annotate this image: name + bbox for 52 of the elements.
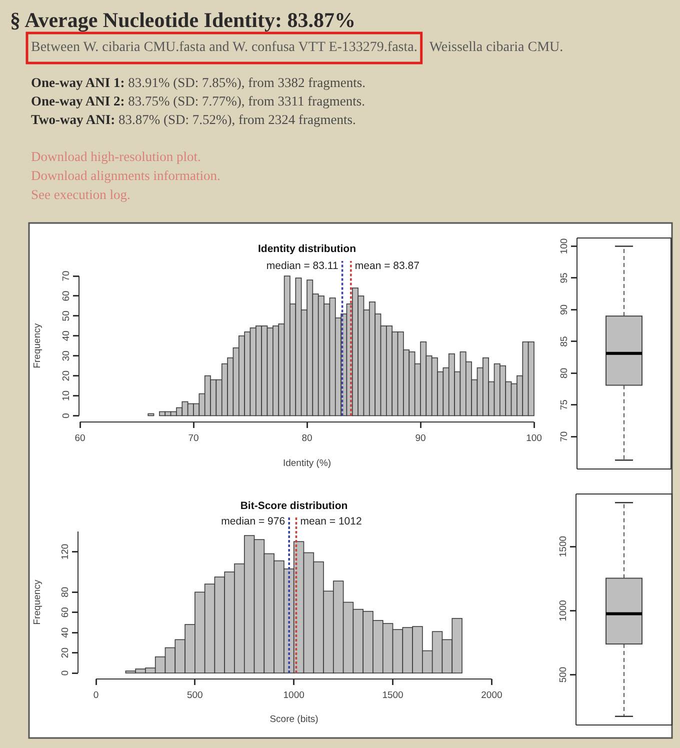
y-tick-label: 90 (559, 304, 570, 315)
y-tick-label: 20 (61, 370, 72, 382)
y-tick-label: 80 (60, 586, 71, 598)
ref-line-label: mean = 83.87 (354, 260, 420, 272)
y-tick-label: 500 (558, 666, 569, 683)
y-tick-label: 70 (61, 270, 72, 282)
x-tick-label: 70 (188, 433, 199, 444)
y-tick-label: 80 (559, 368, 570, 378)
y-tick-label: 85 (559, 336, 570, 347)
x-tick-label: 100 (526, 433, 542, 444)
x-tick-label: 500 (186, 690, 203, 701)
x-tick-label: 1000 (283, 690, 304, 701)
x-axis-title: Score (bits) (270, 714, 318, 725)
text: Two-way ANI: 83.87% (SD: 7.52%), from 2324 fragments. (31, 112, 356, 127)
x-axis-title: Identity (%) (282, 458, 332, 469)
y-tick-label: 95 (559, 272, 570, 284)
x-tick-label: 80 (302, 433, 312, 444)
text: Download alignments information. (31, 168, 220, 183)
text: One-way ANI 1: 83.91% (SD: 7.85%), from 3382 fragments. (31, 75, 366, 90)
y-tick-label: 10 (61, 390, 72, 402)
x-tick-label: 60 (74, 433, 86, 444)
y-tick-label: 0 (61, 413, 72, 418)
chart-title: Bit-Score distribution (240, 500, 348, 512)
x-tick-label: 1500 (382, 690, 404, 701)
y-tick-label: 60 (61, 290, 72, 302)
y-tick-label: 40 (61, 330, 72, 342)
y-tick-label: 100 (559, 238, 570, 254)
y-tick-label: 50 (61, 310, 72, 322)
y-tick-label: 75 (559, 400, 570, 410)
text: Download high-resolution plot. (31, 149, 201, 164)
y-tick-label: 60 (60, 607, 71, 618)
text: Between W. cibaria CMU.fasta and W. confusa VTT E-133279.fasta. (31, 40, 418, 55)
text: Weissella cibaria CMU. (429, 40, 564, 55)
y-tick-label: 1500 (558, 536, 569, 558)
chart-title: Identity distribution (258, 243, 356, 255)
text: § Average Nucleotide Identity: 83.87% (10, 8, 356, 32)
ref-line-label: median = 83.11 (266, 260, 338, 272)
y-tick-label: 120 (60, 544, 71, 560)
ref-line-label: median = 976 (221, 516, 286, 528)
y-tick-label: 1000 (558, 600, 569, 622)
y-tick-label: 40 (60, 627, 71, 638)
y-tick-label: 30 (61, 350, 72, 362)
y-axis-title: Frequency (32, 323, 43, 368)
y-axis-title: Frequency (32, 580, 43, 625)
x-tick-label: 0 (93, 690, 99, 701)
x-tick-label: 2000 (481, 690, 502, 701)
y-tick-label: 0 (60, 670, 71, 676)
text: One-way ANI 2: 83.75% (SD: 7.77%), from 3311 fragments. (31, 94, 365, 108)
x-tick-label: 90 (415, 433, 426, 444)
ref-line-label: mean = 1012 (300, 516, 362, 528)
y-tick-label: 20 (60, 647, 71, 658)
text: See execution log. (31, 187, 130, 202)
